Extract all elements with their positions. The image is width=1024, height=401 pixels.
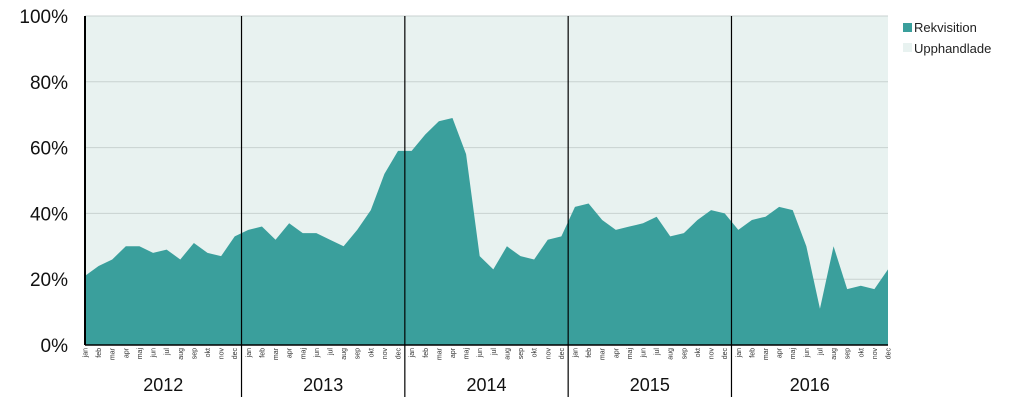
x-year-label: 2012 [143,375,183,395]
x-tick-label-month: jun [477,348,484,358]
x-tick-label-month: nov [545,348,552,360]
y-axis-ticks: 0% 20% 40% 60% 80% 100% [19,7,68,357]
legend-item-upphandlade: Upphandlade [903,41,991,56]
x-tick-label-month: apr [287,347,294,358]
x-tick-label-month: jan [83,348,90,358]
legend-label-upphandlade: Upphandlade [914,41,991,56]
x-tick-label-month: jun [314,348,321,358]
x-axis-year-labels: 2012 2013 2014 2015 2016 [143,375,830,395]
y-tick-label: 20% [30,270,68,291]
x-axis-month-ticks: jan feb mar apr maj jun jul aug sep okt nov dec jan f… [83,347,893,360]
x-tick-label-month: nov [219,348,226,360]
x-tick-label-month: apr [613,347,620,358]
x-tick-label-month: sep [681,348,688,359]
x-tick-label-month: jun [804,348,811,358]
x-tick-label-month: jul [817,348,824,356]
x-tick-label-month: mar [436,347,443,360]
x-tick-label-month: okt [858,348,865,357]
x-tick-label-month: maj [300,348,307,360]
x-tick-label-month: feb [96,348,103,358]
x-tick-label-month: dec [396,348,403,360]
x-tick-label-month: maj [790,348,797,360]
x-year-label: 2013 [303,375,343,395]
x-tick-label-month: mar [110,347,117,360]
x-tick-label-month: jul [491,348,498,356]
x-tick-label-month: dec [722,348,729,360]
x-tick-label-month: jan [736,348,743,358]
x-tick-label-month: aug [341,348,348,360]
x-tick-label-month: feb [259,348,266,358]
x-tick-label-month: mar [273,347,280,360]
x-tick-label-month: okt [368,348,375,357]
x-tick-label-month: aug [668,348,675,360]
x-tick-label-month: dec [232,348,239,360]
x-tick-label-month: jul [327,348,334,356]
x-tick-label-month: maj [627,348,634,360]
x-tick-label-month: apr [777,347,784,358]
x-tick-label-month: mar [600,347,607,360]
x-tick-label-month: aug [178,348,185,360]
x-tick-label-month: feb [423,348,430,358]
y-tick-label: 60% [30,139,68,160]
y-tick-label: 40% [30,204,68,225]
x-tick-label-month: nov [709,348,716,360]
x-tick-label-month: jan [572,348,579,358]
y-tick-label: 80% [30,73,68,94]
x-tick-label-month: nov [382,348,389,360]
x-tick-label-month: feb [749,348,756,358]
y-tick-label: 100% [19,7,68,28]
x-tick-label-month: sep [518,348,525,359]
x-year-label: 2015 [630,375,670,395]
x-tick-label-month: mar [763,347,770,360]
x-year-label: 2016 [790,375,830,395]
x-tick-label-month: jun [151,348,158,358]
x-tick-label-month: dec [886,348,893,360]
x-tick-label-month: feb [586,348,593,358]
series-area-rekvisition [85,117,888,346]
x-year-label: 2014 [466,375,506,395]
x-tick-label-month: apr [123,347,130,358]
year-dividers [240,16,733,397]
legend-item-rekvisition: Rekvisition [903,20,977,35]
legend-label-rekvisition: Rekvisition [914,20,977,35]
x-tick-label-month: okt [532,348,539,357]
x-tick-label-month: jul [164,348,171,356]
x-tick-label-month: sep [845,348,852,359]
x-tick-label-month: jun [641,348,648,358]
x-tick-label-month: nov [872,348,879,360]
x-tick-label-month: maj [137,348,144,360]
x-tick-label-month: apr [450,347,457,358]
y-tick-label: 0% [41,336,69,357]
x-tick-label-month: jan [409,348,416,358]
legend: Rekvisition Upphandlade [903,20,991,56]
x-tick-label-month: aug [831,348,838,360]
x-tick-label-month: aug [504,348,511,360]
x-tick-label-month: maj [464,348,471,360]
x-tick-label-month: sep [191,348,198,359]
legend-swatch-upphandlade [903,43,912,52]
x-tick-label-month: jul [654,348,661,356]
x-tick-label-month: sep [355,348,362,359]
x-tick-label-month: okt [205,348,212,357]
x-tick-label-month: dec [559,348,566,360]
x-tick-label-month: jan [246,348,253,358]
x-tick-label-month: okt [695,348,702,357]
legend-swatch-rekvisition [903,23,912,32]
